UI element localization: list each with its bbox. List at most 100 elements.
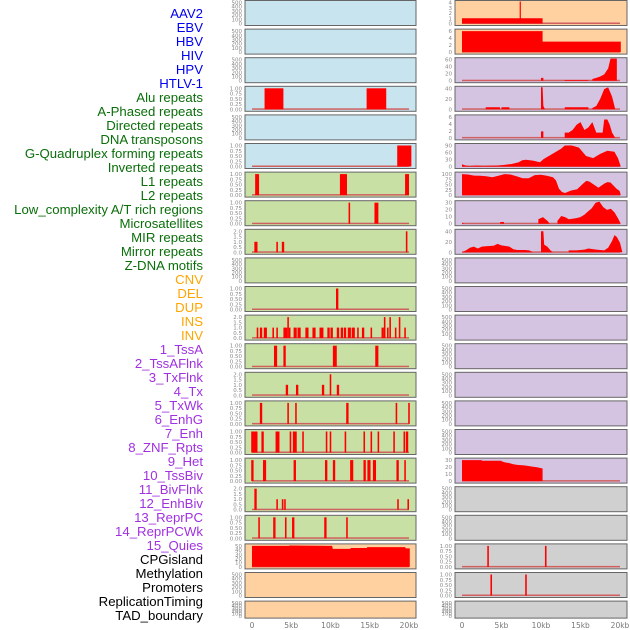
track-bar: [344, 431, 347, 453]
track-bar: [487, 545, 489, 567]
y-tick-label: 40: [445, 229, 452, 235]
x-tick-label: 0: [460, 621, 465, 630]
track-label: CPGisland: [139, 552, 203, 567]
track-area: [462, 145, 621, 167]
track-bar: [256, 327, 259, 339]
track-label: Directed repeats: [106, 118, 203, 133]
track-bar: [325, 460, 328, 482]
y-tick-label: 0.5: [233, 388, 242, 394]
track-panel: 0.00.51.01.52.0: [233, 486, 417, 514]
y-tick-label: 4: [449, 122, 453, 128]
y-tick-label: 0: [239, 136, 243, 142]
y-tick-label: 0.75: [230, 349, 243, 355]
y-tick-label: 400: [232, 604, 243, 610]
track-area: [462, 58, 617, 81]
track-bar: [393, 431, 395, 453]
y-tick-label: 0: [449, 136, 453, 142]
track-bar: [343, 327, 347, 339]
y-tick-label: 90: [445, 144, 452, 150]
y-tick-label: 0.25: [230, 159, 243, 165]
track-label: Inverted repeats: [107, 160, 203, 175]
track-bar: [396, 460, 399, 482]
track-label: MIR repeats: [131, 230, 203, 245]
track-bar: [405, 174, 409, 196]
panel-background: [244, 171, 417, 198]
track-label: Promoters: [142, 580, 203, 595]
x-tick-label: 5kb: [495, 621, 509, 630]
track-panel: 0.00.51.01.52.0: [233, 314, 417, 342]
baseline: [462, 594, 620, 596]
track-bar: [404, 460, 406, 482]
track-panel: 0.000.250.500.751.00: [230, 457, 417, 485]
track-bar: [273, 517, 276, 539]
y-tick-label: 0.00: [230, 222, 243, 228]
y-tick-label: 300: [232, 38, 243, 44]
track-bar: [289, 431, 292, 453]
y-tick-label: 1.00: [230, 430, 243, 436]
y-tick-label: 1.00: [230, 201, 243, 207]
y-tick-label: 40: [445, 86, 452, 92]
track-bar: [292, 431, 297, 453]
y-tick-label: 200: [442, 499, 453, 505]
y-tick-label: 300: [232, 66, 243, 72]
panel-background: [244, 457, 417, 484]
y-tick-label: 100: [232, 46, 243, 52]
track-bar: [273, 345, 278, 367]
track-label: Methylation: [135, 566, 203, 581]
track-bar: [262, 460, 267, 482]
y-tick-label: 400: [232, 262, 243, 268]
track-label: Microsatellites: [119, 216, 203, 231]
panel-background: [244, 57, 417, 84]
y-tick-label: 0: [449, 250, 453, 256]
track-bar: [327, 327, 330, 339]
y-tick-label: 1.5: [233, 378, 242, 384]
track-bar: [283, 327, 288, 339]
track-bar: [255, 174, 260, 196]
track-label: HPV: [175, 62, 203, 77]
y-tick-label: 30: [445, 458, 452, 464]
y-tick-label: 0.25: [440, 588, 453, 594]
track-bar: [375, 345, 379, 367]
panel-background: [244, 0, 417, 26]
y-tick-label: 100: [442, 389, 453, 395]
track-bar: [525, 574, 527, 596]
track-area: [462, 31, 621, 53]
track-label: 14_ReprPCWk: [115, 524, 203, 539]
y-tick-label: 400: [442, 291, 453, 297]
track-bar: [292, 517, 295, 539]
panel-background: [454, 486, 628, 513]
y-tick-label: 400: [232, 577, 243, 583]
y-tick-label: 2: [449, 129, 453, 135]
y-tick-label: 0.25: [230, 216, 243, 222]
track-bar: [293, 327, 297, 339]
track-panel: 0.000.250.500.751.00: [230, 200, 417, 228]
y-tick-label: 0.50: [230, 211, 243, 217]
y-tick-label: 1.00: [230, 144, 243, 150]
track-panel: 0.000.250.500.751.00: [440, 572, 628, 600]
track-bar: [287, 402, 289, 424]
track-bar: [361, 327, 365, 339]
track-label: Alu repeats: [136, 90, 203, 105]
y-tick-label: 0: [449, 222, 453, 228]
track-bar: [261, 431, 264, 453]
baseline: [252, 222, 409, 225]
track-label: Mirror repeats: [120, 244, 203, 259]
y-tick-label: 2.0: [233, 229, 242, 235]
y-tick-label: 0.25: [230, 417, 243, 423]
track-bar: [264, 88, 284, 110]
y-tick-label: 6: [449, 29, 453, 35]
x-tick-label: 15kb: [571, 621, 590, 630]
y-tick-label: 100: [232, 275, 243, 281]
y-tick-label: 0.00: [230, 365, 243, 371]
track-label: L1 repeats: [140, 174, 203, 189]
y-tick-label: 0.25: [440, 560, 453, 566]
y-tick-label: 3: [449, 6, 453, 12]
track-bar: [346, 402, 349, 424]
track-label: 7_Enh: [164, 426, 203, 441]
track-bar: [293, 460, 296, 482]
y-tick-label: 1.00: [230, 401, 243, 407]
